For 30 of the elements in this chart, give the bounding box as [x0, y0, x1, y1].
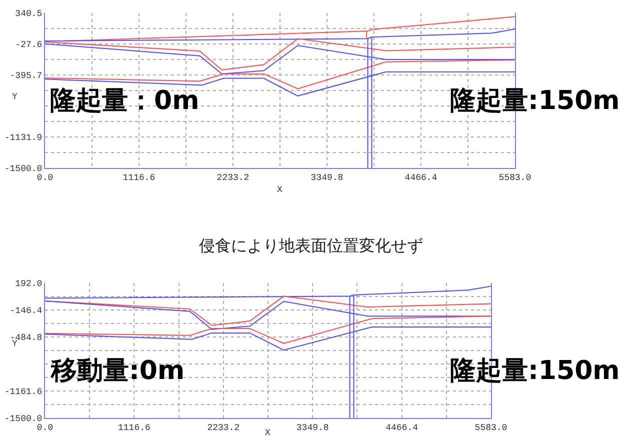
x-tick-label: 5583.0: [498, 172, 532, 183]
annotation: 隆起量：0m: [50, 86, 200, 116]
annotation: 隆起量:150m: [450, 356, 620, 386]
y-axis-title: Y: [12, 339, 18, 349]
y-tick-label: -27.6: [15, 40, 42, 50]
x-axis-title: X: [265, 428, 271, 438]
y-tick-label: -146.4: [10, 306, 42, 316]
x-tick-label: 4466.4: [386, 422, 418, 433]
y-tick-label: -1500.0: [4, 164, 42, 174]
x-tick-label: 0.0: [36, 172, 54, 183]
annotation: 移動量:0m: [50, 356, 185, 386]
x-tick-label: 4466.4: [404, 172, 438, 183]
x-tick-label: 0.0: [36, 422, 54, 433]
y-tick-label: 340.5: [15, 9, 42, 20]
y-axis-title: Y: [12, 92, 18, 102]
x-tick-label: 3349.8: [296, 422, 329, 433]
x-tick-label: 2233.2: [207, 422, 240, 433]
x-axis-title: X: [277, 185, 283, 195]
chart-title: 侵食により地表面位置変化せず: [199, 236, 423, 255]
y-tick-label: -395.7: [10, 71, 42, 82]
y-tick-label: -1500.0: [4, 414, 42, 424]
y-tick-label: 192.0: [15, 279, 42, 290]
y-tick-label: -1131.9: [4, 133, 42, 144]
y-tick-label: -1161.6: [4, 387, 42, 398]
annotation: 隆起量:150m: [450, 86, 620, 116]
x-tick-label: 2233.2: [216, 172, 250, 183]
x-tick-label: 1116.6: [118, 422, 150, 433]
x-tick-label: 5583.0: [474, 422, 508, 433]
x-tick-label: 1116.6: [122, 172, 156, 183]
x-tick-label: 3349.8: [310, 172, 344, 183]
